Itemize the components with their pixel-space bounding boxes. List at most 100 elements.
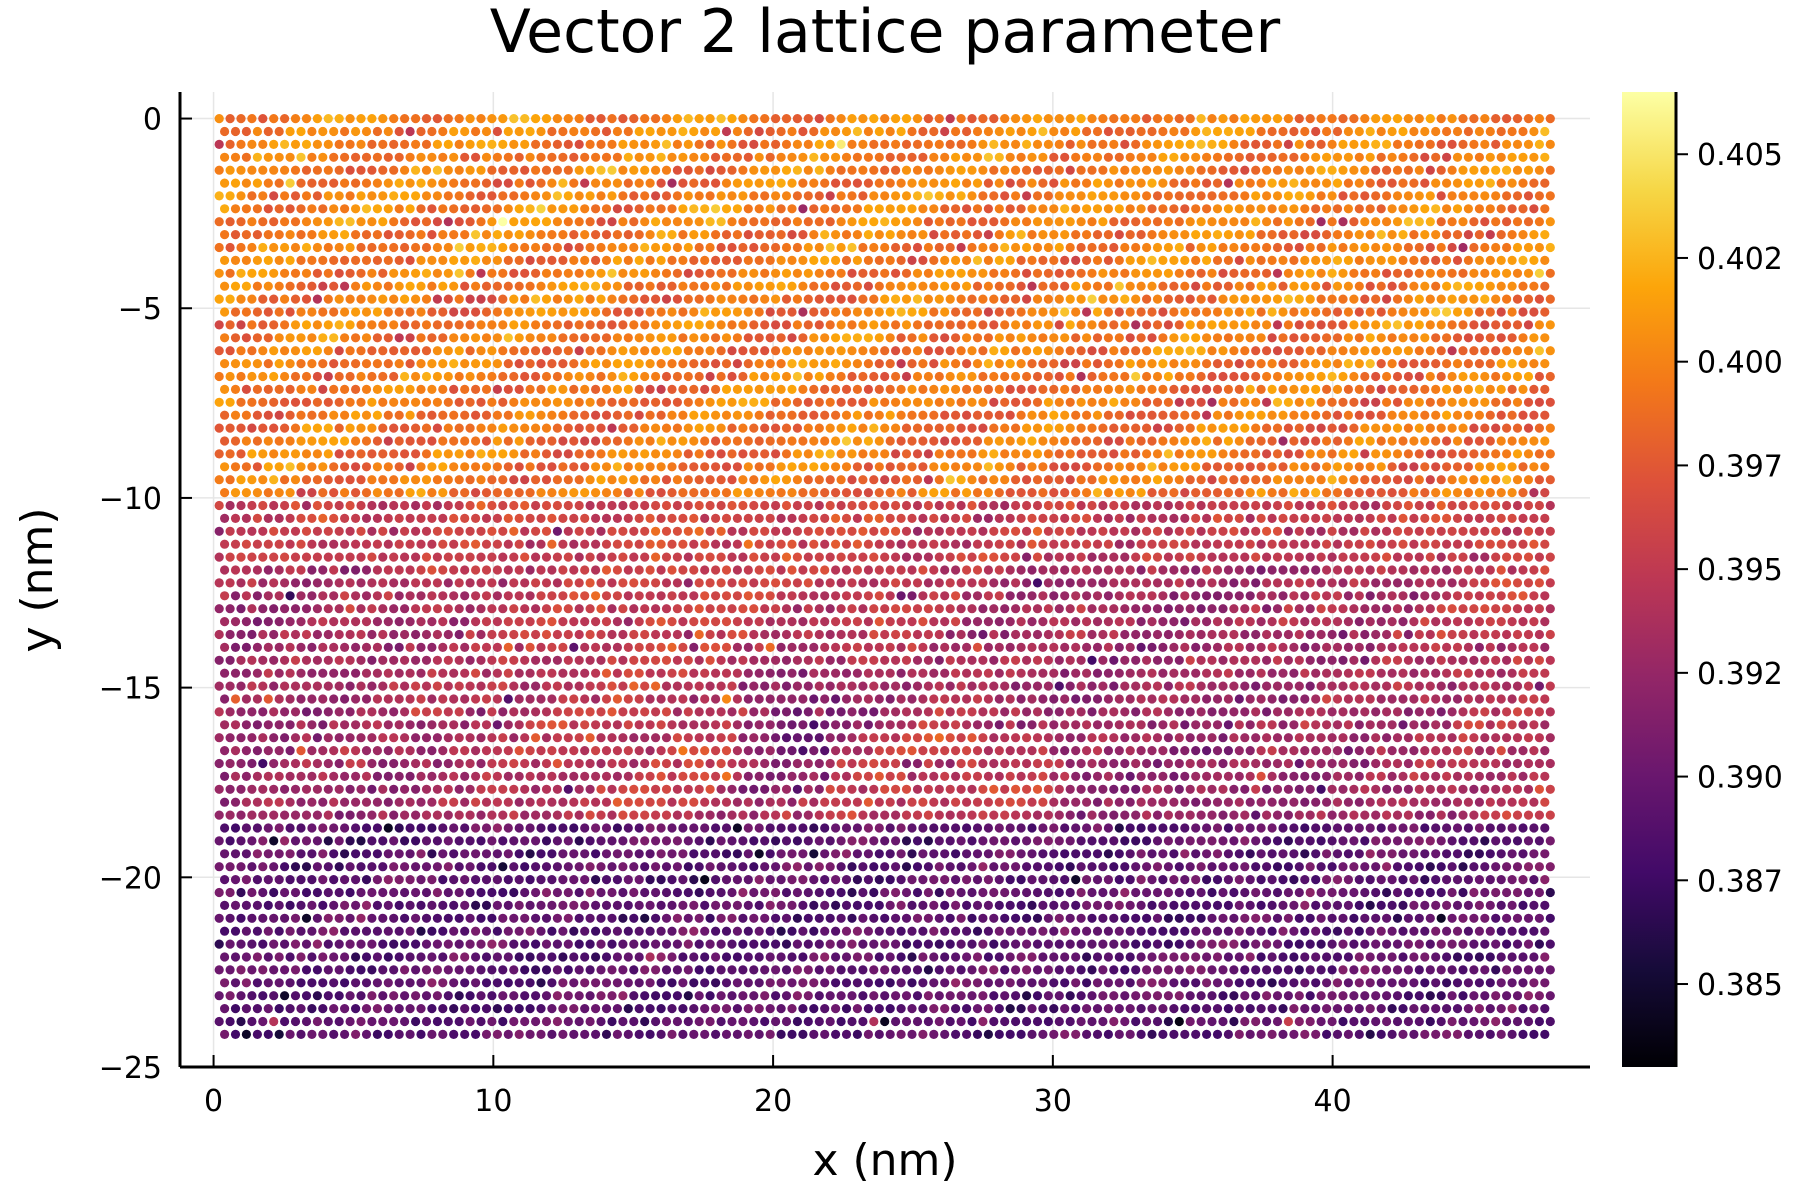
point-4119 xyxy=(1049,539,1059,549)
point-2609 xyxy=(612,384,623,394)
point-981 xyxy=(225,217,235,227)
point-1321 xyxy=(1262,242,1272,253)
point-4073 xyxy=(547,539,557,549)
point-1384 xyxy=(612,255,623,265)
point-948 xyxy=(1202,204,1212,214)
point-439 xyxy=(994,152,1004,162)
point-4901 xyxy=(225,629,235,640)
point-3268 xyxy=(1120,449,1130,459)
point-2830 xyxy=(351,410,361,420)
point-350 xyxy=(1360,139,1370,149)
point-2506 xyxy=(825,371,835,382)
point-4806 xyxy=(525,617,535,627)
point-9 xyxy=(312,114,322,124)
point-1138 xyxy=(601,230,612,240)
point-152 xyxy=(536,126,546,137)
point-3496 xyxy=(934,475,944,485)
point-2121 xyxy=(634,333,644,343)
point-2561 xyxy=(1425,371,1435,382)
point-401 xyxy=(580,152,590,162)
point-3584 xyxy=(558,488,568,498)
point-570 xyxy=(1087,165,1097,175)
point-1780 xyxy=(923,294,934,304)
point-554 xyxy=(912,165,923,175)
point-4386 xyxy=(1289,565,1299,575)
point-2903 xyxy=(1147,410,1157,420)
point-2023 xyxy=(901,320,912,330)
point-2882 xyxy=(918,410,928,420)
point-850 xyxy=(1469,191,1479,201)
point-2289 xyxy=(1131,346,1141,356)
point-4753 xyxy=(1283,604,1293,614)
point-1764 xyxy=(749,294,759,304)
point-3730 xyxy=(814,500,824,511)
point-452 xyxy=(1136,152,1146,162)
point-3042 xyxy=(1327,423,1337,433)
point-251 xyxy=(280,139,290,149)
point-1470 xyxy=(214,268,224,278)
point-4343 xyxy=(820,565,830,575)
point-259 xyxy=(367,139,377,149)
point-1903 xyxy=(929,307,939,317)
point-2947 xyxy=(290,423,301,433)
point-4781 xyxy=(252,617,262,627)
point-3018 xyxy=(1065,423,1075,433)
point-691 xyxy=(1071,178,1081,188)
point-1430 xyxy=(1114,255,1124,265)
point-3054 xyxy=(1458,423,1468,433)
point-414 xyxy=(721,152,732,162)
point-839 xyxy=(1349,191,1359,201)
point-1692 xyxy=(1300,281,1310,291)
point-1421 xyxy=(1016,255,1026,265)
point-3429 xyxy=(1540,462,1550,472)
point-1562 xyxy=(1218,268,1228,278)
point-2291 xyxy=(1152,346,1163,356)
point-4709 xyxy=(803,604,813,614)
point-1831 xyxy=(1480,294,1490,304)
point-2827 xyxy=(318,410,328,420)
point-424 xyxy=(831,152,841,162)
point-3425 xyxy=(1496,462,1506,472)
point-4736 xyxy=(1098,604,1108,614)
point-2481 xyxy=(552,371,563,382)
point-1348 xyxy=(220,255,230,265)
point-4515 xyxy=(1360,578,1370,588)
point-1901 xyxy=(907,307,917,317)
point-1942 xyxy=(1354,307,1364,317)
point-2821 xyxy=(252,410,262,420)
point-1488 xyxy=(411,268,421,278)
point-2219 xyxy=(367,346,377,356)
point-3238 xyxy=(792,449,803,459)
point-2989 xyxy=(749,423,759,433)
point-391 xyxy=(471,152,481,162)
point-2096 xyxy=(361,333,372,343)
point-4209 xyxy=(694,552,704,562)
point-4976 xyxy=(1043,629,1053,640)
point-4089 xyxy=(721,539,732,549)
point-1592 xyxy=(1545,268,1555,278)
point-1824 xyxy=(1403,294,1413,304)
point-3808 xyxy=(329,513,339,524)
point-1608 xyxy=(383,281,393,291)
point-4391 xyxy=(1343,565,1353,575)
point-2021 xyxy=(880,320,890,330)
point-2965 xyxy=(487,423,497,433)
point-3977 xyxy=(836,526,846,536)
point-4471 xyxy=(880,578,890,588)
point-2464 xyxy=(367,371,377,382)
point-1107 xyxy=(263,230,273,240)
point-988 xyxy=(301,217,312,227)
point-4780 xyxy=(241,617,251,627)
point-4943 xyxy=(683,629,693,640)
point-4885 xyxy=(1387,617,1397,627)
point-1239 xyxy=(367,242,377,253)
point-1602 xyxy=(318,281,328,291)
point-781 xyxy=(716,191,726,201)
point-1007 xyxy=(509,217,519,227)
point-4030 xyxy=(1414,526,1424,536)
point-1507 xyxy=(618,268,628,278)
point-3912 xyxy=(1463,513,1473,524)
point-1154 xyxy=(776,230,786,240)
point-4572 xyxy=(645,591,655,601)
point-559 xyxy=(967,165,977,175)
